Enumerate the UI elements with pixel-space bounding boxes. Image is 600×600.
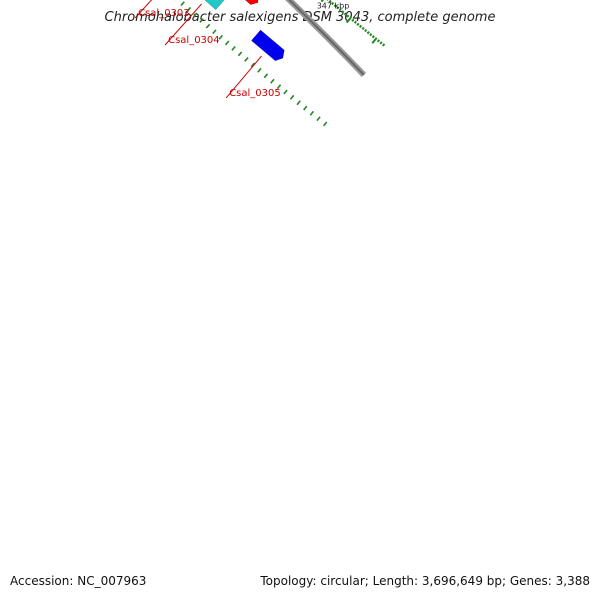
accession-text: Accession: NC_007963 <box>10 574 147 588</box>
ruler-tick <box>320 0 325 3</box>
label-leader-line <box>134 0 153 19</box>
outer-tick <box>296 100 301 106</box>
gene-label-layer: Csal_0299Csal_0300Csal_0301Csal_0302Csal… <box>134 0 281 99</box>
ruler-tick <box>346 14 350 18</box>
outer-tick <box>250 62 256 68</box>
outer-tick <box>276 84 282 90</box>
outer-tick <box>205 23 211 29</box>
outer-tick <box>193 12 198 18</box>
map-title: Chromohalobacter salexigens DSM 3043, co… <box>104 10 496 25</box>
ruler-tick <box>369 33 373 37</box>
gene-label[interactable]: Csal_0303 <box>138 8 190 19</box>
ruler-tick <box>356 22 360 26</box>
outer-tick <box>199 18 204 23</box>
outer-tick <box>263 73 269 79</box>
outer-tick <box>218 34 224 40</box>
tick-layer: 338 kbp339 kbp340 kbp341 kbp342 kbp343 k… <box>174 0 386 127</box>
outer-tick <box>244 56 249 62</box>
outer-tick <box>231 45 236 51</box>
outer-tick <box>270 78 275 84</box>
backbone-layer <box>284 0 367 77</box>
outer-tick <box>316 116 321 122</box>
gene-bar[interactable] <box>194 0 225 11</box>
outer-tick <box>180 1 185 7</box>
kbp-label: 347 kbp <box>317 2 350 11</box>
outer-tick <box>322 121 328 127</box>
outer-tick <box>212 29 217 35</box>
ruler-tick <box>376 39 381 43</box>
ruler-tick <box>371 35 375 39</box>
ruler-tick <box>382 43 386 47</box>
ruler-tick <box>351 18 355 22</box>
ruler-tick <box>343 12 347 16</box>
ruler-tick <box>341 10 345 14</box>
ruler-tick <box>333 3 337 8</box>
ruler-tick <box>336 6 340 10</box>
ruler-tick <box>358 24 363 28</box>
outer-tick <box>224 40 230 46</box>
outer-tick <box>283 89 288 95</box>
ruler-tick <box>328 0 332 4</box>
gene-label[interactable]: Csal_0305 <box>229 88 281 99</box>
forward-cds-layer <box>231 0 259 5</box>
outer-tick <box>186 6 192 12</box>
outer-tick <box>257 67 262 73</box>
outer-tick <box>289 94 295 100</box>
ruler-tick <box>379 41 383 45</box>
gene-bar-layer <box>194 0 285 62</box>
ruler-tick <box>366 30 370 35</box>
outer-tick <box>303 105 308 111</box>
ruler-tick <box>353 20 357 24</box>
forward-cds-arrow[interactable] <box>231 0 259 5</box>
ruler-tick <box>345 16 352 24</box>
ruler-tick <box>338 8 342 12</box>
backbone-inner <box>287 0 365 76</box>
ruler-tick <box>361 26 365 31</box>
gene-label[interactable]: Csal_0304 <box>168 35 220 46</box>
ruler-tick <box>371 37 378 44</box>
ruler-tick <box>364 28 368 33</box>
label-leader-line <box>225 55 262 99</box>
outer-tick <box>237 51 243 57</box>
gene-bar[interactable] <box>250 29 285 62</box>
outer-tick <box>309 110 315 116</box>
ruler-tick <box>331 1 335 6</box>
topology-summary: Topology: circular; Length: 3,696,649 bp… <box>260 574 590 588</box>
label-leader-line <box>164 3 202 46</box>
